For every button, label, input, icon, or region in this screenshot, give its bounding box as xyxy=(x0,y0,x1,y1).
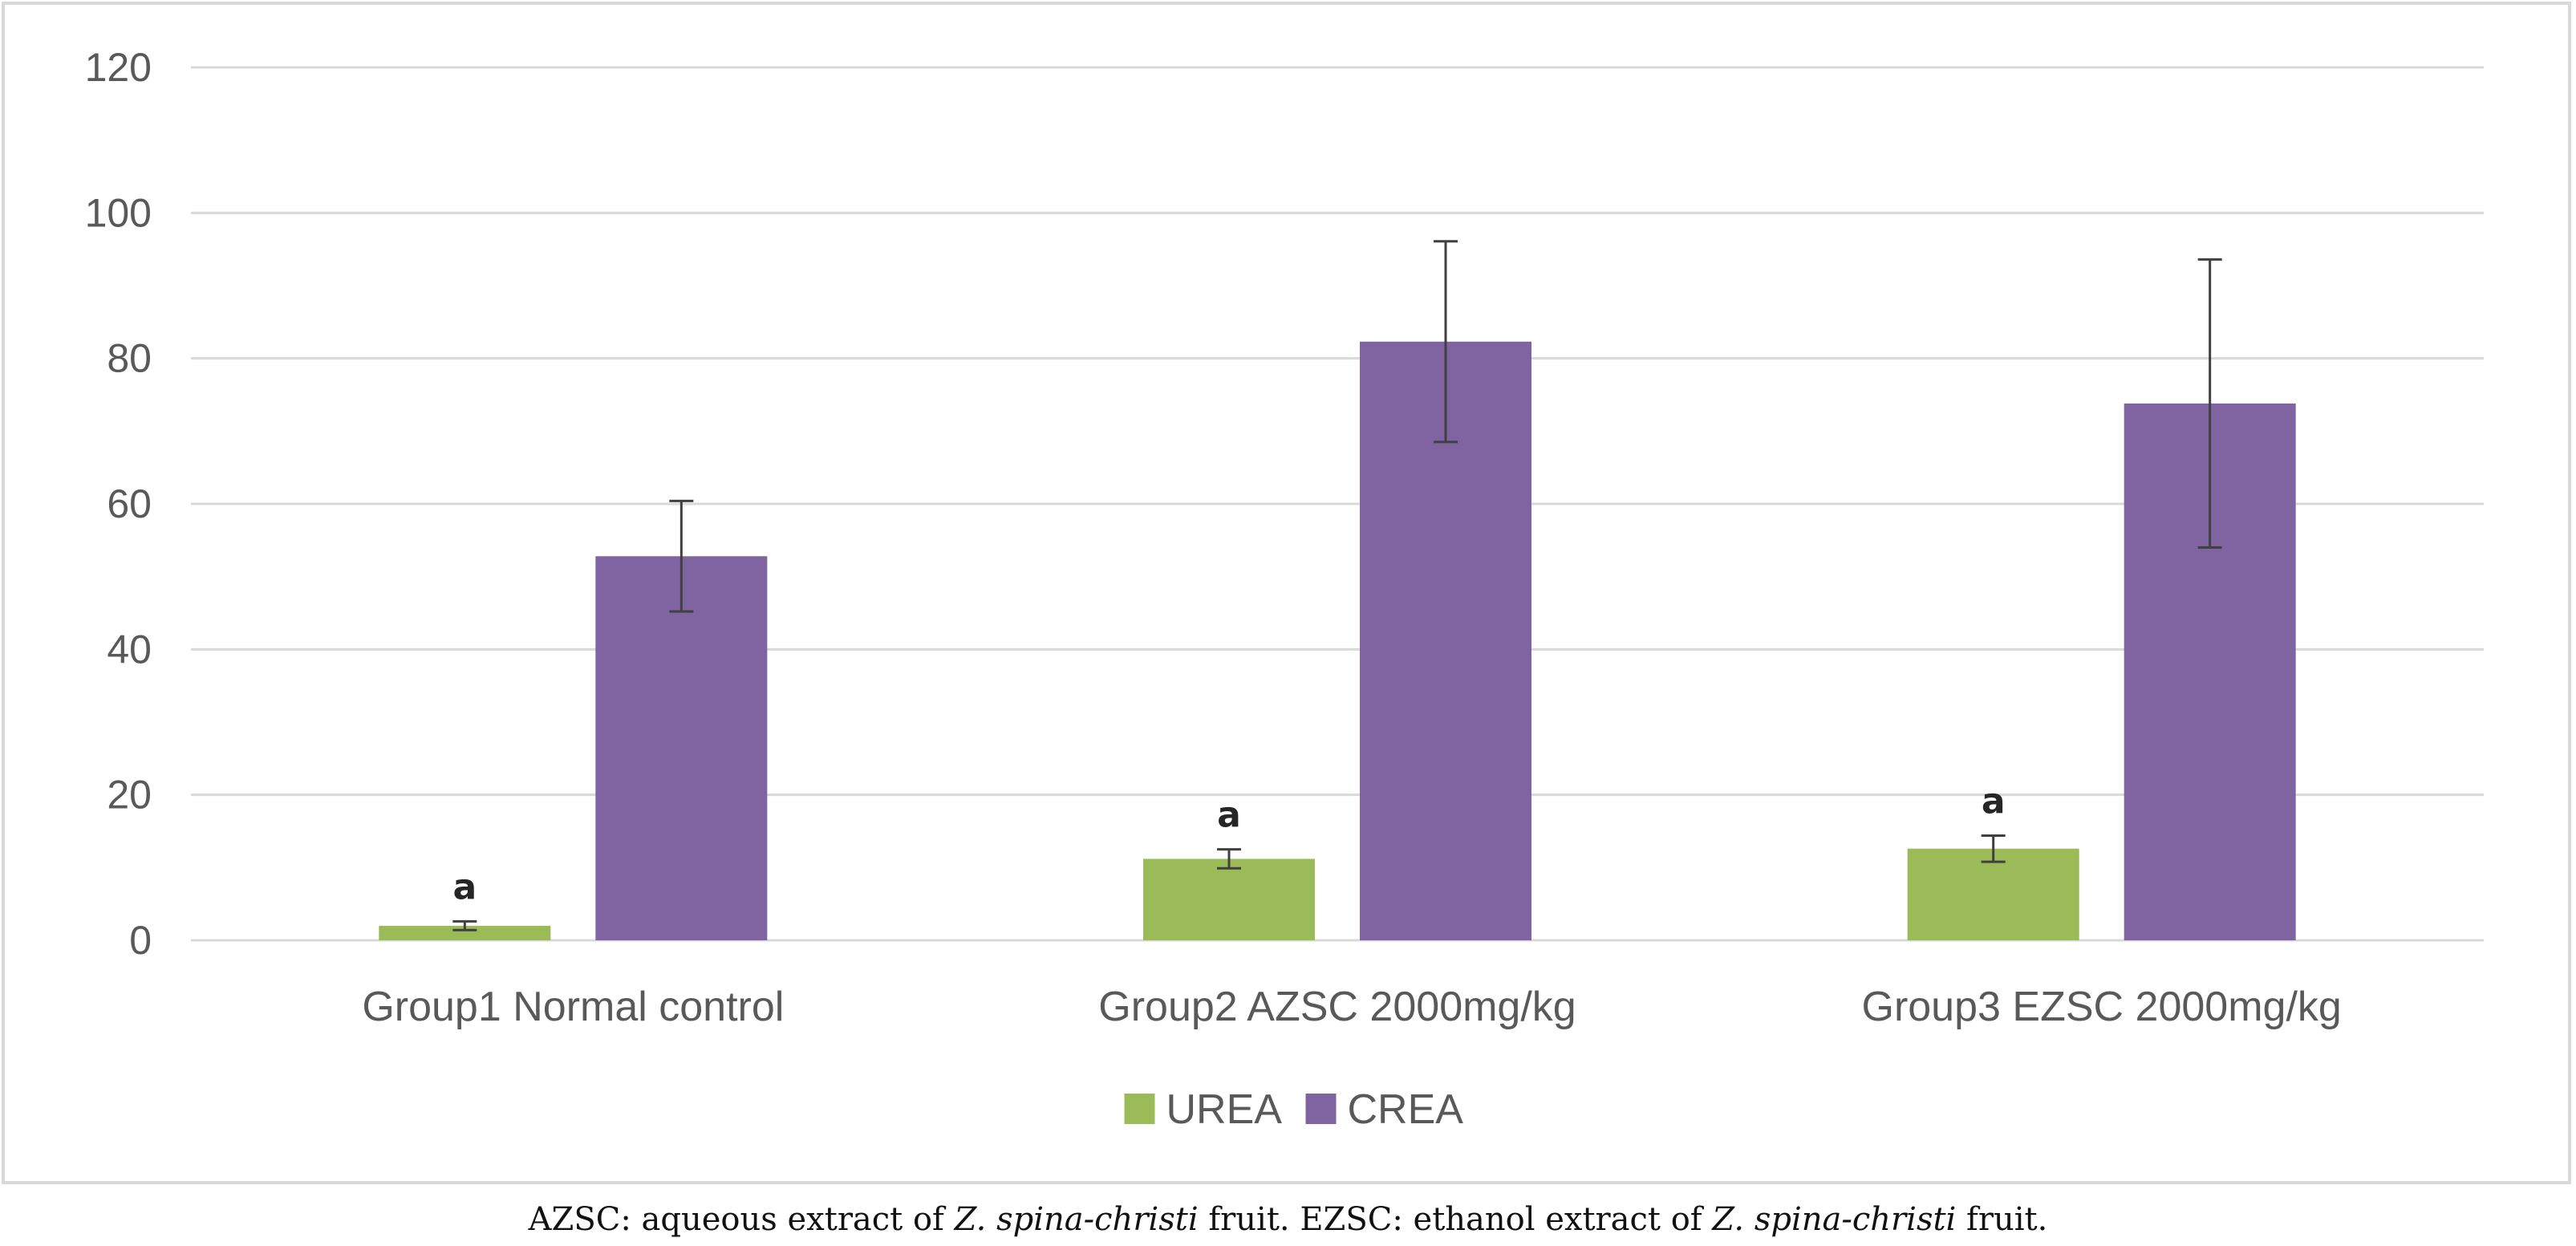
bar-urea xyxy=(1143,858,1315,940)
legend-label-crea: CREA xyxy=(1348,1086,1464,1133)
significance-label: a xyxy=(452,867,477,907)
y-tick-label: 0 xyxy=(129,918,152,963)
bars xyxy=(379,341,2296,940)
caption-text: fruit. xyxy=(1956,1201,2048,1238)
significance-labels: a a a xyxy=(452,781,2005,907)
y-tick-label: 40 xyxy=(107,627,152,672)
legend-swatch-urea xyxy=(1124,1094,1155,1124)
bar-crea xyxy=(595,556,768,940)
x-tick-label: Group1 Normal control xyxy=(362,984,784,1030)
y-tick-label: 20 xyxy=(107,773,152,818)
gridlines xyxy=(191,66,2484,942)
bar-urea xyxy=(379,925,551,940)
legend: UREA CREA xyxy=(1124,1086,1464,1133)
caption-text: AZSC: aqueous extract of xyxy=(528,1201,955,1238)
significance-label: a xyxy=(1982,781,2006,822)
chart-frame: 0 20 40 60 80 100 120 a a a Group1 Normal contro… xyxy=(2,2,2571,1184)
significance-label: a xyxy=(1217,795,1241,836)
bar-chart: 0 20 40 60 80 100 120 a a a Group1 Normal contro… xyxy=(85,45,2484,1133)
y-axis-tick-labels: 0 20 40 60 80 100 120 xyxy=(85,45,152,963)
legend-swatch-crea xyxy=(1305,1094,1337,1124)
x-tick-label: Group3 EZSC 2000mg/kg xyxy=(1862,984,2342,1030)
error-bars xyxy=(452,240,2222,931)
y-tick-label: 120 xyxy=(85,45,152,90)
x-tick-label: Group2 AZSC 2000mg/kg xyxy=(1098,984,1576,1030)
bar-urea xyxy=(1907,848,2079,940)
y-tick-label: 100 xyxy=(85,190,152,235)
figure-caption: AZSC: aqueous extract of Z. spina-christ… xyxy=(0,1195,2576,1244)
y-tick-label: 80 xyxy=(107,336,152,381)
caption-text: fruit. EZSC: ethanol extract of xyxy=(1198,1201,1713,1238)
legend-label-urea: UREA xyxy=(1166,1086,1283,1133)
caption-species-name: Z. spina-christi xyxy=(1712,1201,1957,1238)
caption-species-name: Z. spina-christi xyxy=(954,1201,1199,1238)
y-tick-label: 60 xyxy=(107,481,152,526)
x-axis-category-labels: Group1 Normal control Group2 AZSC 2000mg/… xyxy=(362,984,2341,1030)
